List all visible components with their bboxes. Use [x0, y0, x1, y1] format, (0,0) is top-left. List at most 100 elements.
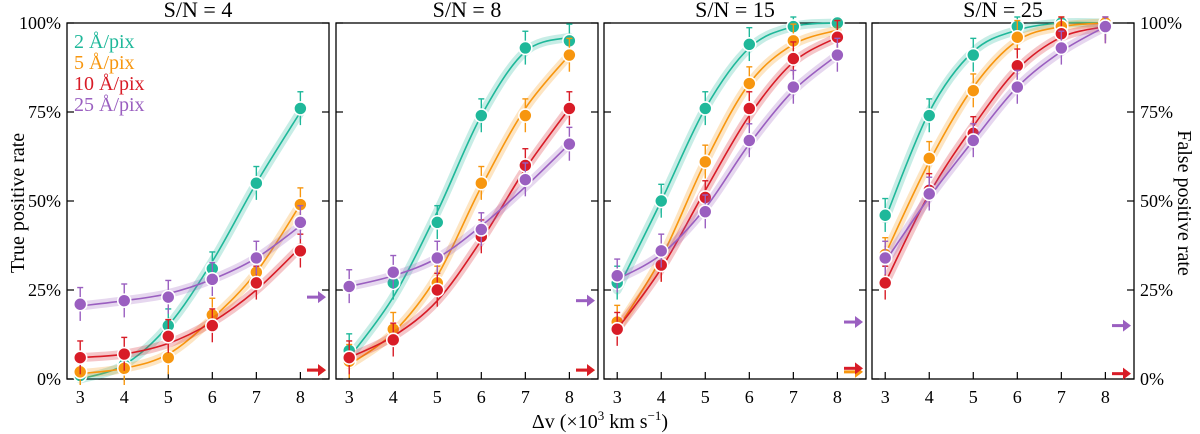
data-point [249, 250, 264, 266]
series-25-apix [341, 126, 577, 304]
fit-line [616, 54, 838, 280]
x-tick-label: 3 [345, 387, 354, 407]
y-tick-label: 100% [19, 13, 61, 33]
x-axis-label-unit: km s [604, 411, 648, 433]
panel-frame [603, 22, 867, 380]
data-point [1054, 40, 1069, 56]
fp-arrow-10-apix [1112, 367, 1131, 380]
panel-3: S/N = 15 3 4 5 6 7 8 [603, 0, 867, 407]
series-25-apix [72, 204, 308, 321]
fp-arrow-10-apix [576, 364, 595, 377]
fp-arrow-25-apix [307, 291, 326, 304]
fp-arrow-head [587, 294, 595, 307]
data-point [697, 101, 713, 116]
legend-entry-25-apix: 25 Å/pix [74, 94, 145, 116]
y-axis-label-right: False positive rate [1173, 130, 1195, 276]
panel-title: S/N = 15 [695, 0, 775, 22]
fp-arrow-head [1123, 367, 1131, 380]
data-point [385, 332, 401, 348]
data-point [742, 133, 757, 148]
x-tick-label: 8 [296, 387, 305, 407]
legend-entry-2-apix: 2 Å/pix [74, 31, 135, 53]
data-point [609, 321, 625, 337]
x-tick-label: 3 [881, 387, 890, 407]
series-2-apix [341, 23, 577, 368]
y-axis-label-left: True positive rate [7, 133, 29, 273]
data-point [518, 40, 533, 56]
y-tick-label-right: 0% [1140, 369, 1164, 389]
x-tick-label: 4 [657, 387, 666, 407]
fp-arrow-head [318, 291, 326, 304]
data-point [562, 101, 577, 116]
data-point [72, 296, 88, 312]
fp-arrow-10-apix [307, 364, 326, 377]
x-axis-label-close: ) [661, 411, 668, 433]
x-tick-label: 4 [120, 387, 129, 407]
data-point [830, 47, 845, 63]
series-10-apix [341, 91, 577, 375]
x-tick-label: 5 [164, 387, 173, 407]
fp-arrow-head [587, 364, 595, 377]
panel-4: S/N = 25 0% 25% 50% 75% 100% 3 4 5 6 7 8 [871, 0, 1182, 407]
data-point [205, 318, 220, 333]
data-point [385, 264, 401, 280]
data-point [921, 150, 937, 166]
data-point [429, 250, 445, 266]
y-tick-label-right: 100% [1140, 13, 1182, 33]
x-tick-label: 3 [76, 387, 85, 407]
x-tick-label: 6 [477, 387, 486, 407]
data-point [341, 279, 357, 294]
data-point [562, 47, 577, 63]
x-tick-label: 8 [833, 387, 842, 407]
data-point [160, 328, 176, 344]
data-point [562, 136, 577, 152]
data-point [518, 108, 533, 123]
data-point [653, 193, 669, 209]
x-axis-label-unit-exp: −1 [648, 408, 662, 423]
data-point [429, 282, 445, 298]
data-point [1010, 79, 1025, 95]
data-point [116, 293, 132, 308]
data-point [877, 207, 893, 223]
panels-layer: S/N = 40%25%50%75%100%3 4 5 6 7 8S/N = 83 4 5 6 7… [19, 0, 1182, 407]
panel-title: S/N = 8 [433, 0, 502, 22]
series-10-apix [72, 233, 308, 375]
data-point [116, 346, 132, 362]
x-tick-label: 5 [433, 387, 442, 407]
series-25-apix [877, 16, 1113, 275]
fp-arrow-head [855, 316, 863, 329]
data-point [877, 250, 893, 266]
data-point [921, 186, 937, 202]
x-tick-label: 8 [1101, 387, 1110, 407]
y-tick-label: 75% [28, 102, 61, 122]
series-25-apix [609, 37, 845, 293]
data-point [249, 275, 264, 291]
y-tick-label-right: 25% [1140, 280, 1173, 300]
x-tick-label: 4 [389, 387, 398, 407]
data-point [160, 350, 176, 365]
x-tick-label: 5 [701, 387, 710, 407]
legend-entry-10-apix: 10 Å/pix [74, 73, 145, 95]
panel-1: S/N = 4 0% 25% 50% 75% 100% 3 4 5 6 7 8 [19, 0, 330, 407]
fit-band [344, 32, 574, 363]
data-point [1098, 19, 1113, 34]
y-tick-label-right: 75% [1140, 102, 1173, 122]
fp-arrow-head [318, 364, 326, 377]
x-axis-label-exp: 3 [598, 408, 605, 423]
fp-arrow-25-apix [1112, 319, 1131, 332]
data-point [742, 37, 757, 52]
data-point [72, 350, 88, 365]
data-point [293, 215, 308, 230]
y-tick-label: 50% [28, 191, 61, 211]
panel-2: S/N = 8 3 4 5 6 7 8 [335, 0, 599, 407]
fp-arrow-25-apix [844, 316, 863, 329]
x-axis-label-main: Δv (×10 [532, 411, 598, 433]
data-point [474, 175, 489, 191]
data-point [653, 243, 669, 259]
data-point [609, 268, 625, 284]
data-point [877, 275, 893, 291]
fp-arrow-head [1123, 319, 1131, 332]
data-point [293, 243, 308, 259]
